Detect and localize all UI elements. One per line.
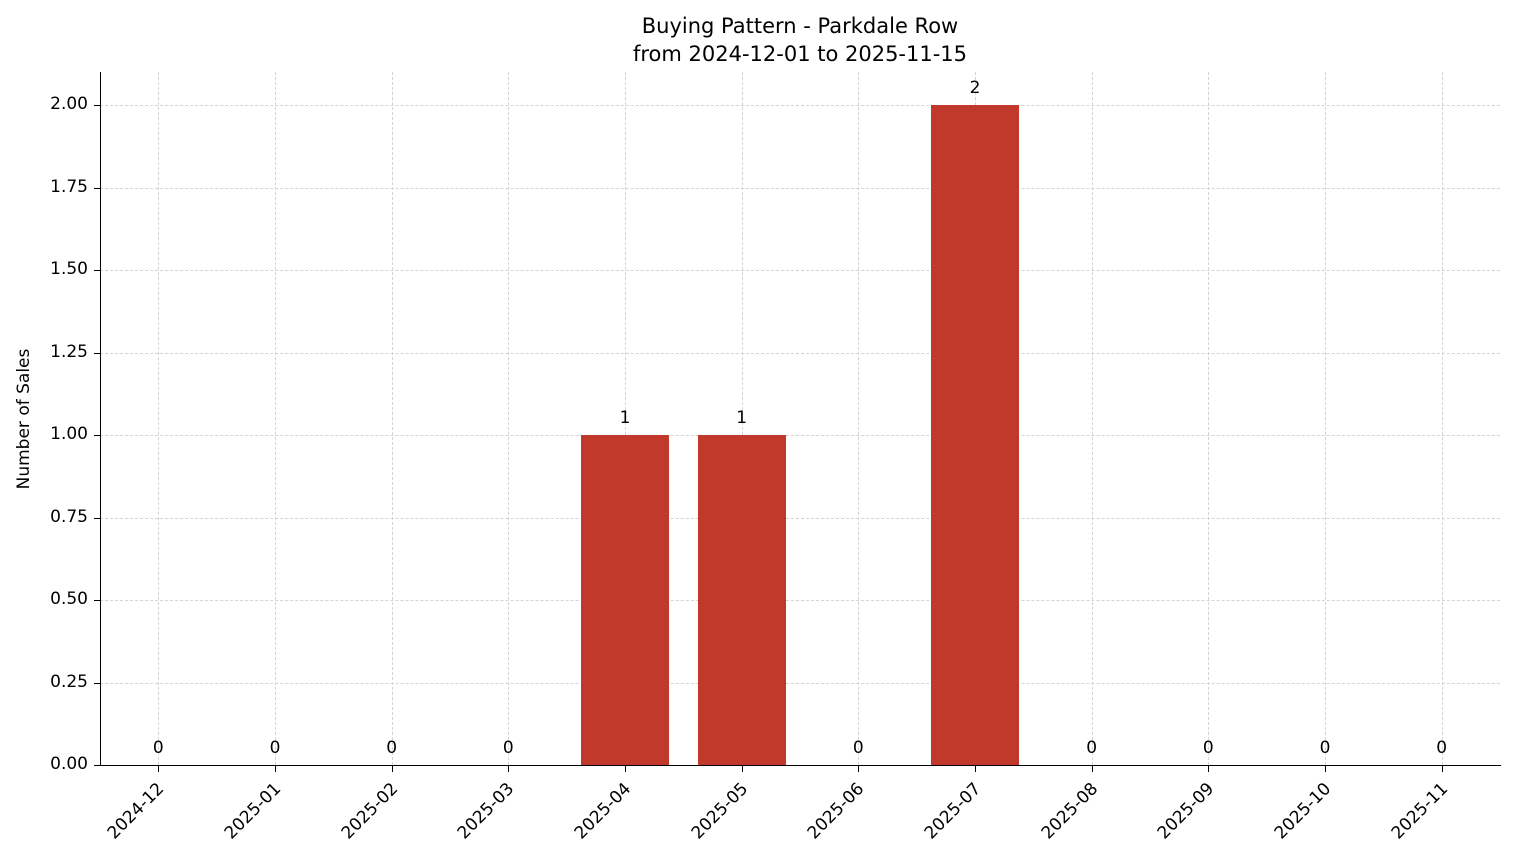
y-tick-mark (94, 352, 100, 354)
x-tick-label: 2025-02 (337, 779, 402, 844)
y-tick-label: 0.50 (50, 589, 88, 609)
gridline-vertical (158, 72, 160, 765)
bar-value-label: 0 (386, 738, 398, 758)
gridline-vertical (1091, 72, 1093, 765)
bar-value-label: 0 (269, 738, 281, 758)
bar-value-label: 0 (852, 738, 864, 758)
gridline-vertical (741, 72, 743, 765)
gridline-horizontal (100, 105, 1500, 106)
gridline-horizontal (100, 517, 1500, 519)
x-tick-label: 2025-10 (1270, 779, 1336, 844)
y-tick-label: 2.00 (50, 94, 88, 114)
x-tick-label: 2025-11 (1387, 779, 1452, 844)
plot-area: 0 0 0 0 1 1 0 2 0 0 0 0 (100, 72, 1500, 766)
bar-value-label: 1 (619, 408, 631, 428)
y-tick-mark (94, 682, 100, 684)
gridline-horizontal (100, 270, 1500, 271)
y-tick-mark (94, 270, 100, 271)
bar-value-label: 0 (1436, 738, 1448, 758)
gridline-vertical (625, 72, 626, 765)
y-tick-label: 0.75 (50, 506, 88, 527)
gridline-vertical (508, 72, 510, 765)
y-tick-label: 1.50 (50, 259, 88, 279)
bar (697, 435, 786, 765)
y-axis-spine (100, 72, 101, 766)
bar-value-label: 2 (969, 78, 981, 98)
gridline-vertical (275, 72, 276, 765)
gridline-vertical (391, 72, 393, 765)
chart-title: Buying Pattern - Parkdale Row from 2024-… (100, 12, 1500, 69)
gridline-vertical (1325, 72, 1326, 765)
x-tick-mark (1091, 766, 1093, 772)
y-tick-label: 1.00 (50, 424, 88, 444)
x-tick-mark (508, 766, 510, 772)
x-tick-mark (1325, 766, 1326, 772)
x-tick-label: 2025-08 (1037, 779, 1102, 844)
x-tick-label: 2025-03 (454, 779, 519, 844)
gridline-horizontal (100, 187, 1500, 189)
gridline-horizontal (100, 435, 1500, 436)
x-tick-label: 2025-09 (1154, 779, 1219, 844)
gridline-horizontal (100, 352, 1500, 354)
y-axis-label: Number of Sales (14, 348, 34, 490)
x-tick-mark (391, 766, 393, 772)
bar-value-label: 1 (736, 408, 748, 428)
gridline-horizontal (100, 600, 1500, 601)
bar-value-label: 0 (502, 738, 514, 758)
x-tick-mark (1441, 766, 1443, 772)
x-tick-mark (158, 766, 160, 772)
x-tick-label: 2024-12 (104, 779, 169, 844)
y-tick-label: 0.00 (50, 754, 88, 774)
bar-value-label: 0 (1319, 738, 1331, 758)
bar (931, 105, 1019, 765)
gridline-vertical (1208, 72, 1210, 765)
x-tick-mark (975, 766, 976, 772)
gridline-vertical (1441, 72, 1443, 765)
x-tick-mark (858, 766, 860, 772)
gridline-vertical (858, 72, 860, 765)
x-tick-mark (275, 766, 276, 772)
y-tick-mark (94, 765, 100, 766)
y-tick-mark (94, 435, 100, 436)
x-tick-label: 2025-04 (570, 779, 636, 844)
bar-value-label: 0 (152, 738, 164, 758)
bar-value-label: 0 (1086, 738, 1098, 758)
gridline-horizontal (100, 682, 1500, 684)
x-tick-label: 2025-05 (687, 779, 752, 844)
y-tick-label: 1.25 (50, 341, 88, 362)
x-tick-mark (1208, 766, 1210, 772)
y-tick-mark (94, 517, 100, 519)
bar (581, 435, 669, 765)
bar-value-label: 0 (1202, 738, 1214, 758)
y-tick-mark (94, 600, 100, 601)
x-tick-mark (625, 766, 626, 772)
y-tick-mark (94, 187, 100, 189)
x-tick-label: 2025-01 (220, 779, 286, 844)
x-axis-spine (100, 765, 1501, 766)
chart-title-line2: from 2024-12-01 to 2025-11-15 (632, 42, 968, 67)
chart-title-line1: Buying Pattern - Parkdale Row (641, 14, 959, 38)
y-tick-label: 0.25 (50, 671, 88, 692)
x-tick-label: 2025-07 (920, 779, 986, 844)
x-tick-label: 2025-06 (804, 779, 869, 844)
x-tick-mark (741, 766, 743, 772)
y-tick-label: 1.75 (50, 176, 88, 197)
y-tick-mark (94, 105, 100, 106)
